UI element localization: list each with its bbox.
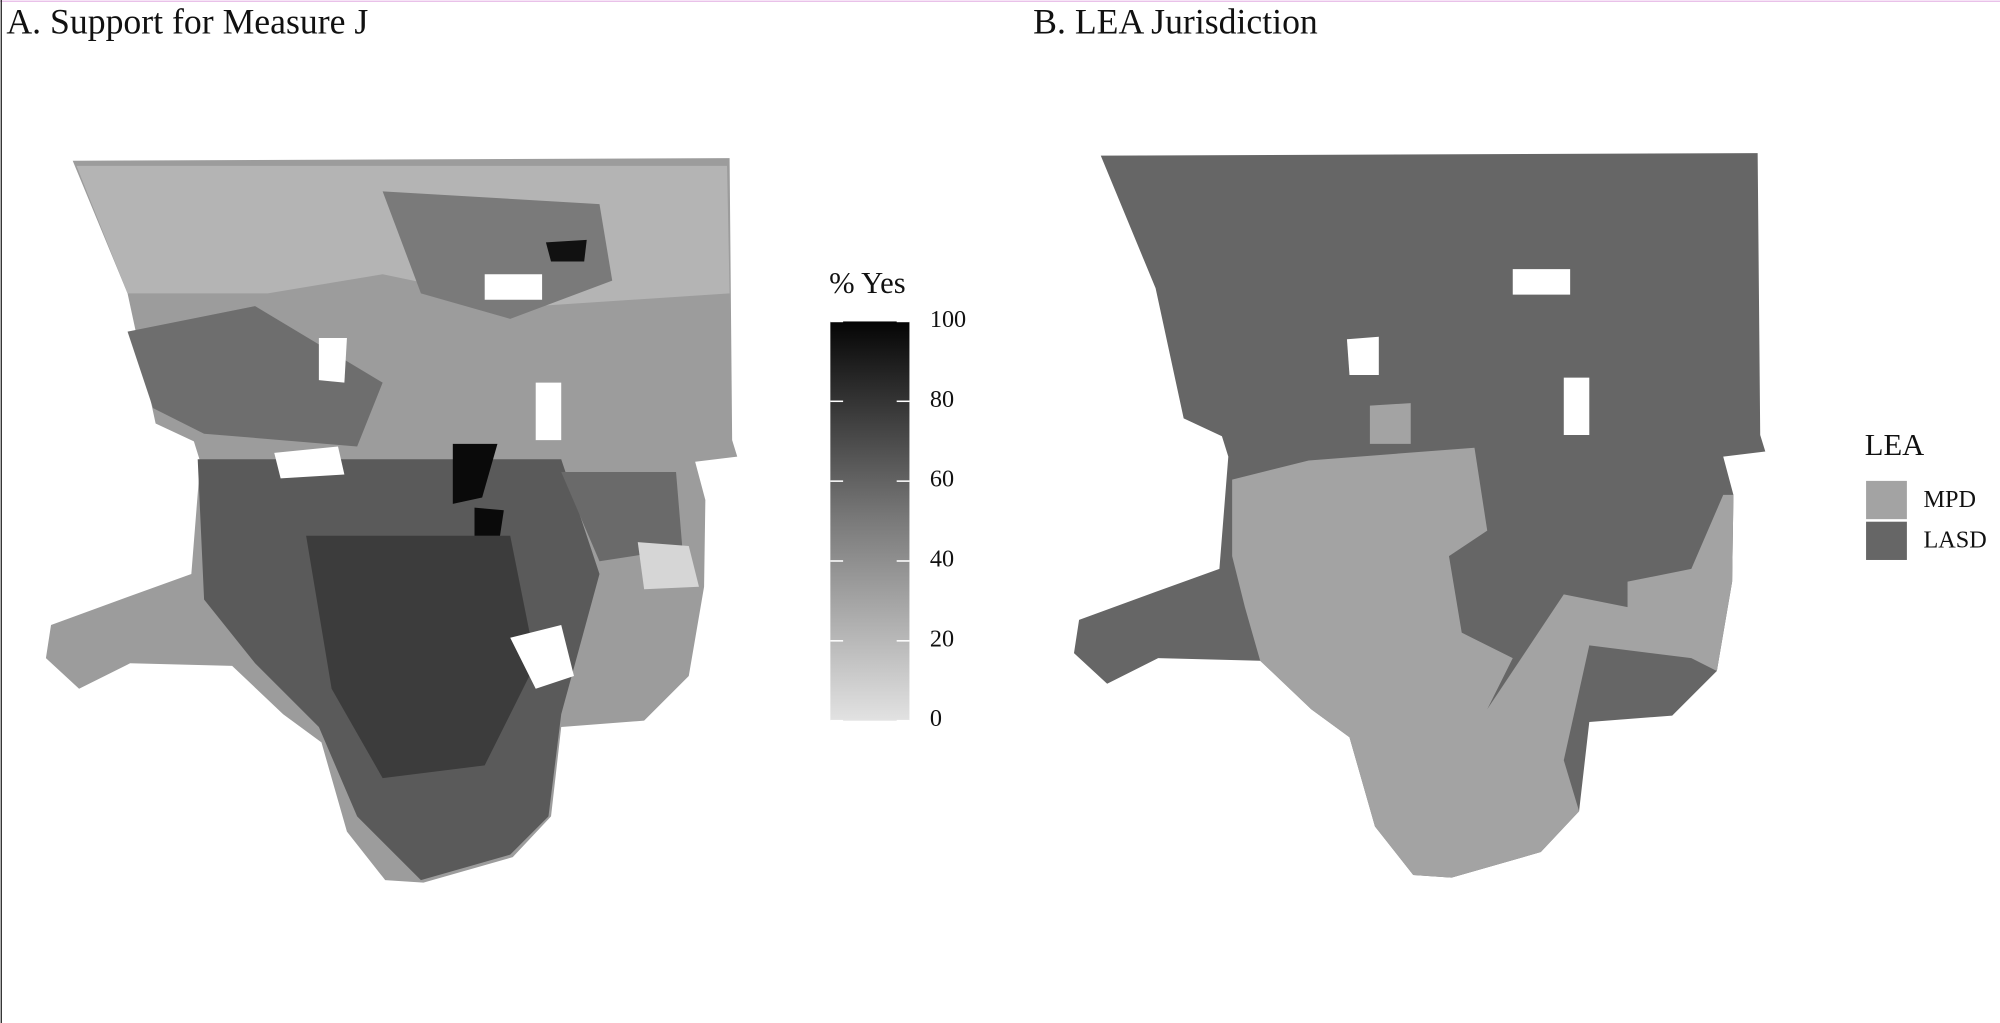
map-b	[1073, 153, 1766, 878]
mpd-area	[1369, 403, 1411, 444]
legend-label: MPD	[1923, 486, 1976, 513]
map-a	[45, 158, 738, 883]
tick-label: 20	[930, 625, 954, 652]
tick-label: 40	[930, 546, 954, 573]
panel-title: B. LEA Jurisdiction	[1033, 2, 1318, 42]
tick-label: 0	[930, 705, 942, 732]
tick-label: 60	[930, 466, 954, 493]
tick-label: 80	[930, 386, 954, 413]
legend-title: LEA	[1865, 428, 1925, 462]
panel-title: A. Support for Measure J	[6, 2, 368, 42]
legend-label: LASD	[1923, 527, 1986, 554]
legend-title: % Yes	[829, 266, 906, 300]
colorbar	[830, 321, 910, 721]
legend-swatch	[1866, 521, 1907, 560]
legend-swatch	[1866, 480, 1907, 520]
tick-label: 100	[930, 306, 966, 333]
legends: % Yes 0 20 40 60 80 100 LEA MPD LASD	[829, 266, 1987, 732]
mpd-area	[1232, 447, 1734, 878]
